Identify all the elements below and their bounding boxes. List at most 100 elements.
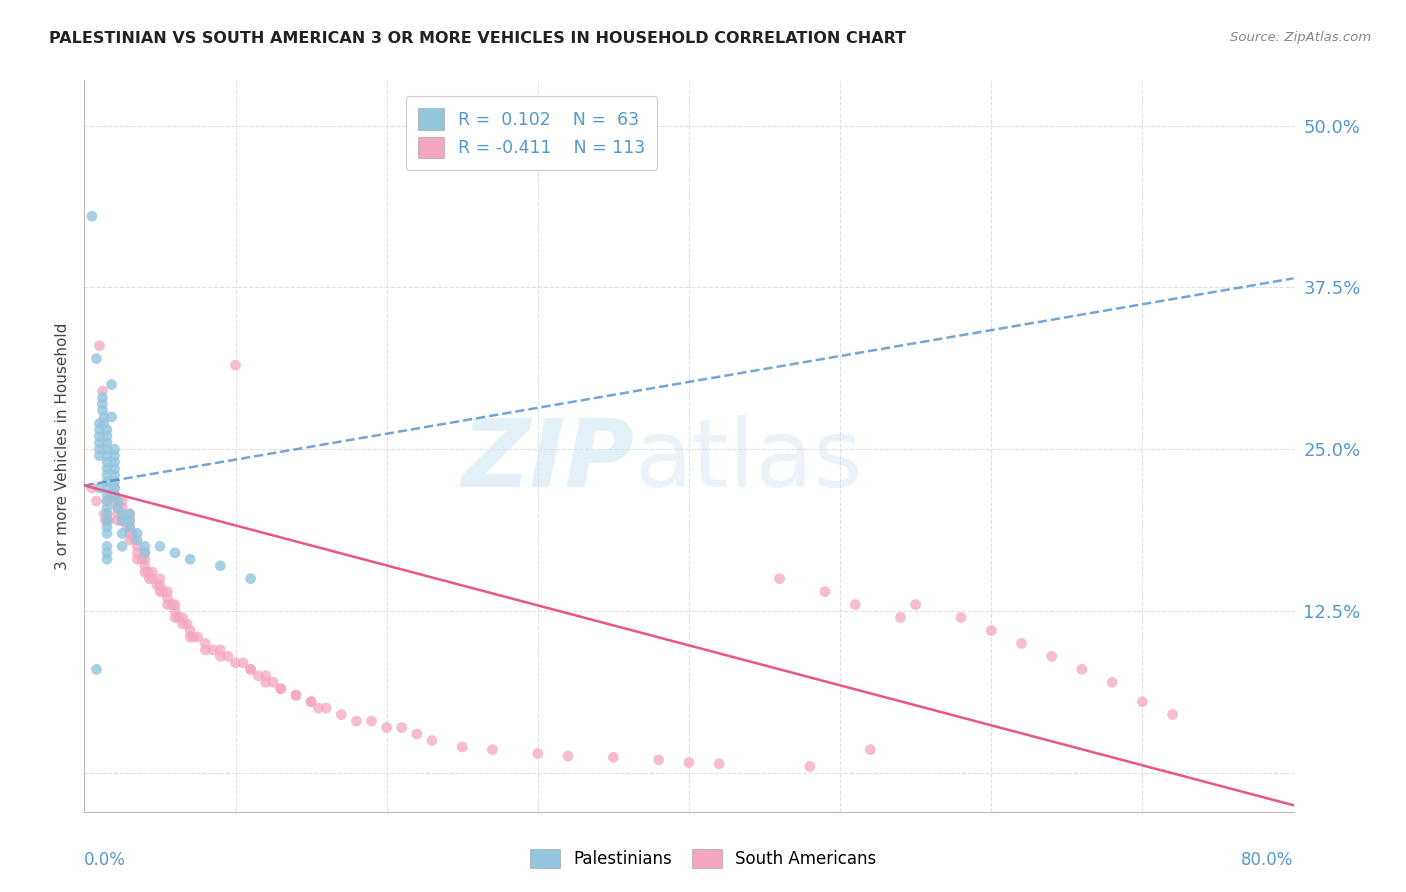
Point xyxy=(315,701,337,715)
Point xyxy=(104,455,127,469)
Point xyxy=(1101,675,1123,690)
Point xyxy=(127,552,149,566)
Point xyxy=(118,520,141,534)
Point xyxy=(96,513,118,527)
Point xyxy=(156,598,179,612)
Point xyxy=(104,442,127,457)
Point xyxy=(89,481,111,495)
Point xyxy=(96,520,118,534)
Legend: Palestinians, South Americans: Palestinians, South Americans xyxy=(522,840,884,877)
Point xyxy=(134,539,156,553)
Point xyxy=(96,423,118,437)
Point xyxy=(156,591,179,606)
Point xyxy=(527,747,550,761)
Point xyxy=(115,520,138,534)
Legend: R =  0.102    N =  63, R = -0.411    N = 113: R = 0.102 N = 63, R = -0.411 N = 113 xyxy=(406,96,658,169)
Point xyxy=(111,507,134,521)
Point xyxy=(86,351,108,366)
Point xyxy=(391,721,413,735)
Point xyxy=(201,643,224,657)
Point xyxy=(1071,662,1094,676)
Point xyxy=(141,566,163,580)
Point xyxy=(89,442,111,457)
Point xyxy=(270,681,292,696)
Point xyxy=(217,649,239,664)
Point xyxy=(799,759,821,773)
Point xyxy=(96,539,118,553)
Point xyxy=(209,649,232,664)
Point xyxy=(209,558,232,573)
Point xyxy=(299,695,322,709)
Point xyxy=(91,403,114,417)
Point xyxy=(375,721,398,735)
Point xyxy=(149,578,172,592)
Point xyxy=(89,449,111,463)
Point xyxy=(950,610,973,624)
Point xyxy=(107,507,129,521)
Point xyxy=(232,656,254,670)
Point xyxy=(96,494,118,508)
Point xyxy=(104,468,127,483)
Point xyxy=(118,520,141,534)
Point xyxy=(980,624,1002,638)
Point xyxy=(138,572,160,586)
Point xyxy=(299,695,322,709)
Point xyxy=(360,714,382,728)
Point xyxy=(160,598,183,612)
Point xyxy=(225,656,247,670)
Point xyxy=(89,423,111,437)
Point xyxy=(89,417,111,431)
Point xyxy=(187,630,209,644)
Point xyxy=(122,533,145,547)
Point xyxy=(136,566,159,580)
Point xyxy=(96,494,118,508)
Point xyxy=(209,643,232,657)
Point xyxy=(118,533,141,547)
Point xyxy=(96,507,118,521)
Point xyxy=(107,494,129,508)
Point xyxy=(96,481,118,495)
Point xyxy=(118,507,141,521)
Point xyxy=(96,429,118,443)
Point xyxy=(96,449,118,463)
Point xyxy=(165,546,187,560)
Point xyxy=(96,500,118,515)
Point xyxy=(96,435,118,450)
Point xyxy=(141,572,163,586)
Point xyxy=(94,513,117,527)
Point xyxy=(111,500,134,515)
Point xyxy=(96,455,118,469)
Point xyxy=(127,533,149,547)
Point xyxy=(104,461,127,475)
Point xyxy=(1011,636,1033,650)
Text: 80.0%: 80.0% xyxy=(1241,851,1294,869)
Point xyxy=(107,513,129,527)
Point xyxy=(134,546,156,560)
Point xyxy=(127,546,149,560)
Point xyxy=(179,624,201,638)
Point xyxy=(420,733,443,747)
Point xyxy=(254,675,277,690)
Point xyxy=(111,539,134,553)
Point xyxy=(96,442,118,457)
Point xyxy=(285,688,308,702)
Point xyxy=(86,494,108,508)
Point xyxy=(769,572,792,586)
Point xyxy=(172,610,194,624)
Point xyxy=(165,598,187,612)
Point xyxy=(111,507,134,521)
Point xyxy=(104,487,127,501)
Point xyxy=(96,526,118,541)
Point xyxy=(96,546,118,560)
Text: PALESTINIAN VS SOUTH AMERICAN 3 OR MORE VEHICLES IN HOUSEHOLD CORRELATION CHART: PALESTINIAN VS SOUTH AMERICAN 3 OR MORE … xyxy=(49,31,907,46)
Point xyxy=(1040,649,1063,664)
Point xyxy=(254,669,277,683)
Y-axis label: 3 or more Vehicles in Household: 3 or more Vehicles in Household xyxy=(55,322,70,570)
Point xyxy=(93,409,115,424)
Point xyxy=(239,662,262,676)
Point xyxy=(91,397,114,411)
Point xyxy=(127,539,149,553)
Point xyxy=(80,481,103,495)
Point xyxy=(100,409,122,424)
Text: 0.0%: 0.0% xyxy=(84,851,127,869)
